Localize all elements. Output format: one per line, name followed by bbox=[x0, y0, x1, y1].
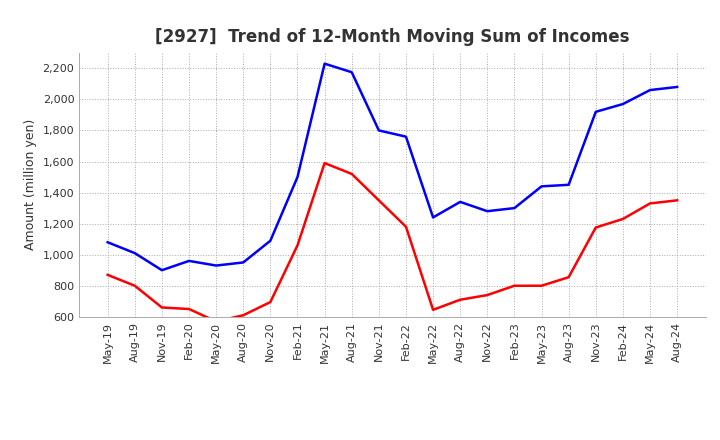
Ordinary Income bbox=[618, 101, 627, 106]
Net Income bbox=[293, 243, 302, 248]
Ordinary Income bbox=[185, 258, 194, 264]
Title: [2927]  Trend of 12-Month Moving Sum of Incomes: [2927] Trend of 12-Month Moving Sum of I… bbox=[155, 28, 630, 46]
Net Income bbox=[266, 299, 275, 304]
Net Income bbox=[130, 283, 139, 288]
Net Income bbox=[672, 198, 681, 203]
Ordinary Income bbox=[320, 61, 329, 66]
Ordinary Income bbox=[483, 209, 492, 214]
Ordinary Income bbox=[158, 268, 166, 273]
Y-axis label: Amount (million yen): Amount (million yen) bbox=[24, 119, 37, 250]
Ordinary Income bbox=[348, 70, 356, 75]
Line: Ordinary Income: Ordinary Income bbox=[108, 64, 677, 270]
Net Income bbox=[537, 283, 546, 288]
Ordinary Income bbox=[646, 88, 654, 93]
Net Income bbox=[510, 283, 518, 288]
Net Income bbox=[428, 307, 437, 312]
Ordinary Income bbox=[104, 240, 112, 245]
Ordinary Income bbox=[130, 250, 139, 256]
Net Income bbox=[456, 297, 464, 302]
Net Income bbox=[646, 201, 654, 206]
Net Income bbox=[239, 312, 248, 318]
Net Income bbox=[564, 275, 573, 280]
Ordinary Income bbox=[293, 174, 302, 180]
Line: Net Income: Net Income bbox=[108, 163, 677, 322]
Net Income bbox=[320, 161, 329, 166]
Ordinary Income bbox=[537, 184, 546, 189]
Ordinary Income bbox=[510, 205, 518, 211]
Net Income bbox=[402, 224, 410, 229]
Net Income bbox=[483, 293, 492, 298]
Ordinary Income bbox=[239, 260, 248, 265]
Ordinary Income bbox=[672, 84, 681, 90]
Net Income bbox=[374, 198, 383, 203]
Ordinary Income bbox=[402, 134, 410, 139]
Ordinary Income bbox=[266, 238, 275, 243]
Ordinary Income bbox=[591, 109, 600, 114]
Net Income bbox=[158, 305, 166, 310]
Net Income bbox=[185, 306, 194, 312]
Ordinary Income bbox=[456, 199, 464, 205]
Ordinary Income bbox=[564, 182, 573, 187]
Net Income bbox=[212, 319, 220, 324]
Ordinary Income bbox=[374, 128, 383, 133]
Net Income bbox=[104, 272, 112, 278]
Net Income bbox=[618, 216, 627, 222]
Ordinary Income bbox=[428, 215, 437, 220]
Net Income bbox=[348, 171, 356, 176]
Net Income bbox=[591, 225, 600, 230]
Ordinary Income bbox=[212, 263, 220, 268]
